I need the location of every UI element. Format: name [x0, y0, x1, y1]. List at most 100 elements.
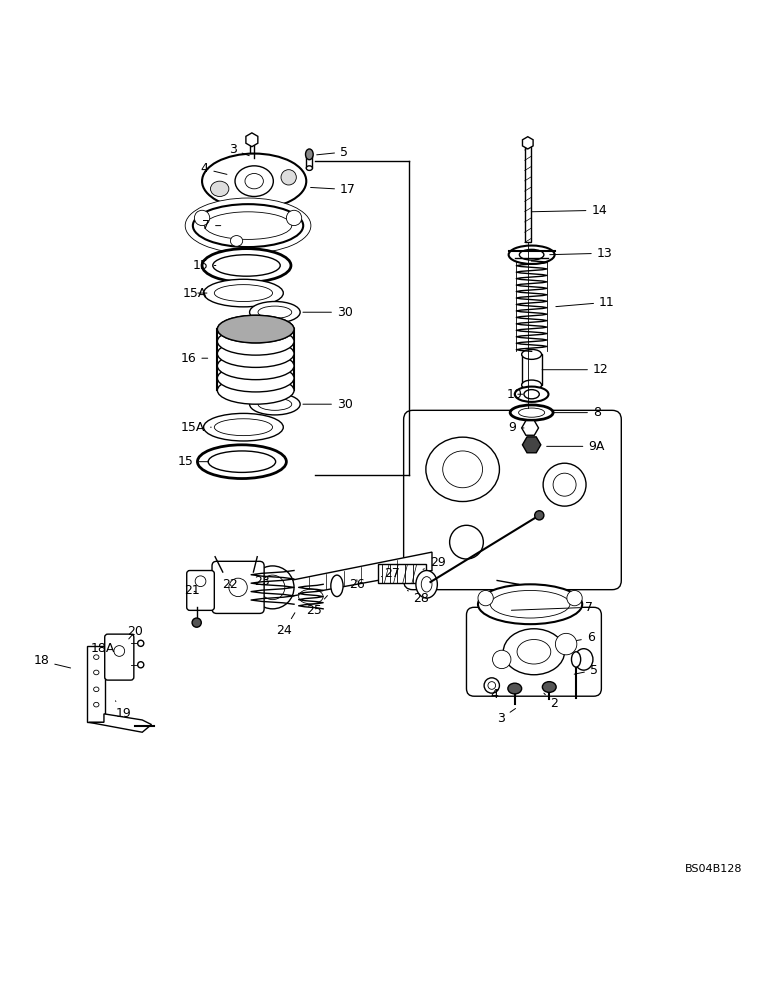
Bar — [306, 154, 313, 168]
Text: 16: 16 — [181, 352, 208, 365]
Text: 24: 24 — [276, 613, 295, 637]
Text: 18A: 18A — [91, 642, 115, 655]
Bar — [378, 564, 426, 583]
Ellipse shape — [286, 210, 302, 226]
Text: 4: 4 — [490, 688, 498, 701]
Text: 15A: 15A — [183, 287, 207, 300]
Ellipse shape — [204, 279, 283, 307]
Ellipse shape — [137, 662, 144, 668]
Ellipse shape — [567, 590, 582, 606]
Bar — [525, 140, 531, 242]
Ellipse shape — [202, 249, 291, 282]
Ellipse shape — [478, 584, 582, 624]
Ellipse shape — [93, 655, 99, 659]
Ellipse shape — [490, 590, 570, 618]
Ellipse shape — [478, 590, 493, 606]
Text: 9A: 9A — [547, 440, 604, 453]
Ellipse shape — [208, 451, 276, 472]
FancyBboxPatch shape — [466, 607, 601, 696]
Text: 26: 26 — [349, 578, 365, 591]
Ellipse shape — [218, 364, 294, 392]
Ellipse shape — [510, 405, 553, 420]
Ellipse shape — [524, 390, 540, 399]
Ellipse shape — [553, 473, 576, 496]
Text: 22: 22 — [222, 578, 238, 591]
Ellipse shape — [422, 577, 432, 592]
Text: 13: 13 — [550, 247, 612, 260]
Text: 11: 11 — [556, 296, 615, 309]
Text: 7: 7 — [511, 601, 593, 614]
Ellipse shape — [230, 236, 242, 246]
Ellipse shape — [543, 463, 586, 506]
Text: 21: 21 — [184, 584, 199, 597]
Text: 25: 25 — [306, 596, 327, 617]
Text: 19: 19 — [116, 701, 131, 720]
Text: 3: 3 — [229, 143, 249, 156]
Text: 20: 20 — [127, 625, 143, 639]
Ellipse shape — [245, 173, 263, 189]
Ellipse shape — [508, 683, 522, 694]
Ellipse shape — [93, 702, 99, 707]
Ellipse shape — [215, 419, 273, 436]
Ellipse shape — [449, 525, 483, 559]
Ellipse shape — [213, 255, 280, 276]
Text: 4: 4 — [201, 162, 227, 175]
Ellipse shape — [205, 212, 292, 239]
Ellipse shape — [520, 249, 544, 260]
Text: 28: 28 — [408, 590, 429, 605]
Ellipse shape — [306, 149, 313, 160]
Ellipse shape — [204, 413, 283, 441]
Ellipse shape — [195, 210, 210, 226]
Text: 30: 30 — [303, 398, 353, 411]
Ellipse shape — [515, 387, 548, 402]
Ellipse shape — [426, 437, 499, 502]
Ellipse shape — [258, 398, 292, 410]
Ellipse shape — [218, 328, 294, 355]
Ellipse shape — [218, 315, 294, 343]
Ellipse shape — [331, 575, 343, 597]
Ellipse shape — [535, 511, 544, 520]
Text: 15A: 15A — [181, 421, 212, 434]
Ellipse shape — [251, 566, 294, 609]
Ellipse shape — [202, 154, 306, 209]
Ellipse shape — [229, 578, 247, 597]
Ellipse shape — [522, 380, 542, 390]
Ellipse shape — [93, 670, 99, 675]
Ellipse shape — [519, 408, 545, 417]
Ellipse shape — [215, 285, 273, 301]
Ellipse shape — [571, 652, 581, 667]
Ellipse shape — [442, 451, 482, 488]
Text: 14: 14 — [531, 204, 607, 217]
Ellipse shape — [192, 618, 201, 627]
FancyBboxPatch shape — [187, 571, 215, 610]
Text: 10: 10 — [507, 388, 523, 401]
Ellipse shape — [416, 571, 438, 598]
Text: 15: 15 — [178, 455, 208, 468]
Text: 9: 9 — [509, 421, 524, 434]
Ellipse shape — [281, 170, 296, 185]
Ellipse shape — [218, 377, 294, 404]
Ellipse shape — [218, 352, 294, 380]
Text: 5: 5 — [317, 146, 348, 159]
Ellipse shape — [522, 349, 542, 359]
Ellipse shape — [244, 154, 259, 160]
Text: 6: 6 — [577, 631, 594, 644]
Text: 2: 2 — [544, 693, 558, 710]
Ellipse shape — [543, 682, 556, 692]
Text: 18: 18 — [33, 654, 70, 668]
Bar — [87, 646, 106, 722]
Ellipse shape — [574, 649, 593, 670]
FancyBboxPatch shape — [105, 634, 134, 680]
Ellipse shape — [211, 181, 229, 196]
Ellipse shape — [198, 445, 286, 479]
Text: BS04B128: BS04B128 — [685, 864, 743, 874]
Ellipse shape — [249, 393, 300, 415]
Ellipse shape — [488, 682, 496, 689]
Ellipse shape — [93, 687, 99, 692]
Text: 30: 30 — [303, 306, 353, 319]
Ellipse shape — [137, 640, 144, 646]
Ellipse shape — [503, 629, 564, 675]
Ellipse shape — [235, 166, 273, 196]
Text: 17: 17 — [310, 183, 356, 196]
Ellipse shape — [484, 678, 499, 693]
